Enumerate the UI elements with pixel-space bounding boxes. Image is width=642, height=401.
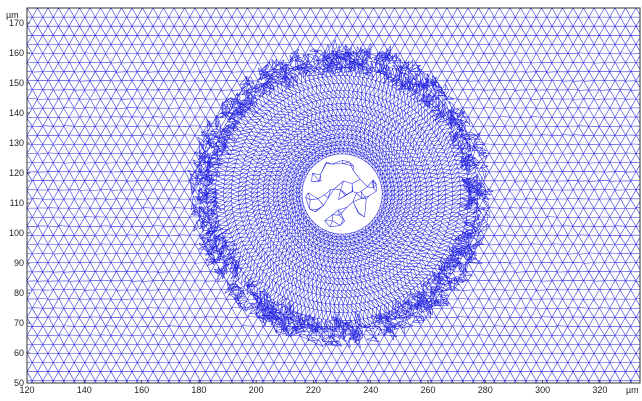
x-tick-label: 120 <box>19 385 34 395</box>
y-unit-label: µm <box>6 10 19 20</box>
x-tick-label: 240 <box>363 385 378 395</box>
plot-frame <box>26 7 641 384</box>
y-tick-label: 70 <box>14 318 24 328</box>
x-tick-label: 180 <box>191 385 206 395</box>
y-tick-label: 150 <box>9 78 24 88</box>
y-tick-label: 60 <box>14 348 24 358</box>
x-unit-label: µm <box>626 385 639 395</box>
x-tick-label: 300 <box>535 385 550 395</box>
x-axis: 120 140 160 180 200 220 240 260 280 300 320 <box>19 380 607 395</box>
x-tick-label: 200 <box>249 385 264 395</box>
x-tick-label: 140 <box>77 385 92 395</box>
y-tick-label: 80 <box>14 288 24 298</box>
y-tick-label: 50 <box>14 378 24 388</box>
y-tick-label: 90 <box>14 258 24 268</box>
y-tick-label: 160 <box>9 48 24 58</box>
y-tick-label: 100 <box>9 228 24 238</box>
y-axis: 50 60 70 80 90 100 110 120 130 140 150 160 170 <box>9 18 30 388</box>
x-tick-label: 320 <box>592 385 607 395</box>
y-tick-label: 140 <box>9 108 24 118</box>
y-tick-label: 120 <box>9 168 24 178</box>
x-tick-label: 220 <box>306 385 321 395</box>
x-tick-label: 160 <box>134 385 149 395</box>
x-tick-label: 280 <box>478 385 493 395</box>
y-tick-label: 170 <box>9 18 24 28</box>
y-tick-label: 130 <box>9 138 24 148</box>
y-tick-label: 110 <box>10 198 24 208</box>
x-tick-label: 260 <box>421 385 436 395</box>
